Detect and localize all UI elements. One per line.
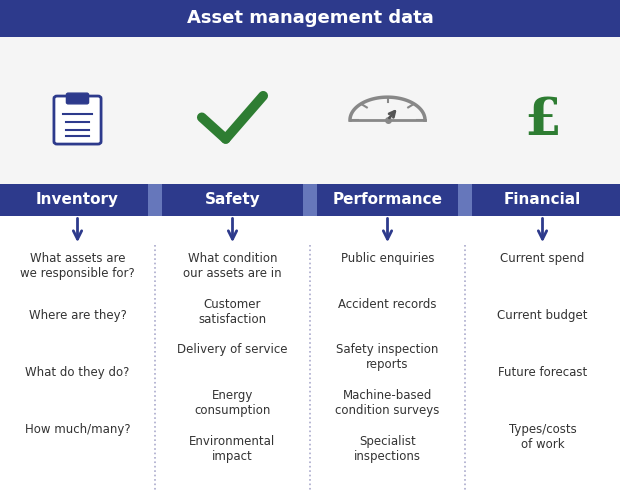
- Text: What condition
our assets are in: What condition our assets are in: [183, 252, 282, 280]
- Text: Inventory: Inventory: [36, 192, 119, 207]
- Text: Delivery of service: Delivery of service: [177, 343, 288, 357]
- Text: How much/many?: How much/many?: [25, 423, 130, 436]
- Text: Machine-based
condition surveys: Machine-based condition surveys: [335, 389, 440, 417]
- FancyBboxPatch shape: [66, 93, 89, 104]
- Text: Where are they?: Where are they?: [29, 309, 126, 322]
- Text: What do they do?: What do they do?: [25, 367, 130, 379]
- Text: Public enquiries: Public enquiries: [341, 252, 434, 266]
- Text: Environmental
impact: Environmental impact: [189, 435, 276, 463]
- Text: Asset management data: Asset management data: [187, 9, 433, 27]
- Text: Future forecast: Future forecast: [498, 367, 587, 379]
- Text: Energy
consumption: Energy consumption: [194, 389, 271, 417]
- FancyBboxPatch shape: [0, 0, 620, 37]
- Text: Financial: Financial: [504, 192, 581, 207]
- FancyBboxPatch shape: [148, 184, 162, 216]
- Text: Safety: Safety: [205, 192, 260, 207]
- Text: What assets are
we responsible for?: What assets are we responsible for?: [20, 252, 135, 280]
- Text: Accident records: Accident records: [339, 298, 436, 311]
- FancyBboxPatch shape: [303, 184, 317, 216]
- Text: Current spend: Current spend: [500, 252, 585, 266]
- FancyBboxPatch shape: [0, 37, 620, 186]
- Text: Safety inspection
reports: Safety inspection reports: [336, 343, 439, 371]
- FancyBboxPatch shape: [0, 184, 620, 216]
- Text: Specialist
inspections: Specialist inspections: [354, 435, 421, 463]
- Text: Performance: Performance: [332, 192, 443, 207]
- Text: £: £: [524, 95, 561, 146]
- FancyBboxPatch shape: [54, 96, 101, 144]
- Text: Current budget: Current budget: [497, 309, 588, 322]
- FancyBboxPatch shape: [458, 184, 472, 216]
- Text: Types/costs
of work: Types/costs of work: [508, 423, 577, 451]
- Text: Customer
satisfaction: Customer satisfaction: [198, 298, 267, 326]
